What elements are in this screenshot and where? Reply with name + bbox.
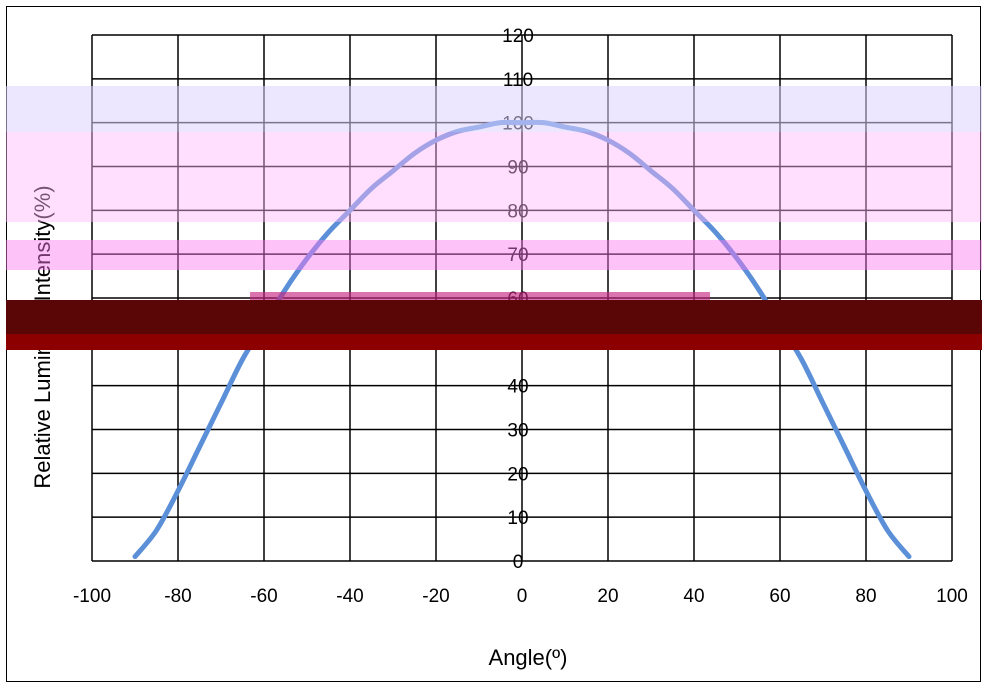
- y-tick-label: 0: [513, 552, 524, 573]
- y-tick-label: 10: [507, 508, 528, 529]
- x-tick-label: -20: [422, 586, 449, 607]
- x-tick-label: 20: [597, 586, 618, 607]
- y-tick-label: 80: [507, 201, 528, 222]
- y-axis-title: Relative Luminous Intensity(%): [30, 185, 55, 488]
- y-tick-label: 60: [507, 289, 528, 310]
- y-tick-label: 40: [507, 377, 528, 398]
- x-tick-label: -100: [73, 586, 111, 607]
- x-tick-label: -80: [164, 586, 191, 607]
- x-axis-ticks: -100 -80 -60 -40 -20 0 20 40 60 80 100: [73, 586, 968, 607]
- y-tick-label: 20: [507, 464, 528, 485]
- x-tick-label: 40: [683, 586, 704, 607]
- y-tick-label: 90: [507, 158, 528, 179]
- x-tick-label: 80: [855, 586, 876, 607]
- x-tick-label: -40: [336, 586, 363, 607]
- y-tick-label: 50: [507, 333, 528, 354]
- y-tick-label: 120: [502, 26, 534, 47]
- x-tick-label: 60: [769, 586, 790, 607]
- x-tick-label: 0: [517, 586, 528, 607]
- x-tick-label: 100: [936, 586, 968, 607]
- y-tick-label: 110: [503, 70, 533, 91]
- x-axis-title: Angle(º): [489, 645, 568, 670]
- x-tick-label: -60: [250, 586, 277, 607]
- y-tick-label: 30: [507, 421, 528, 442]
- y-tick-label: 70: [507, 245, 528, 266]
